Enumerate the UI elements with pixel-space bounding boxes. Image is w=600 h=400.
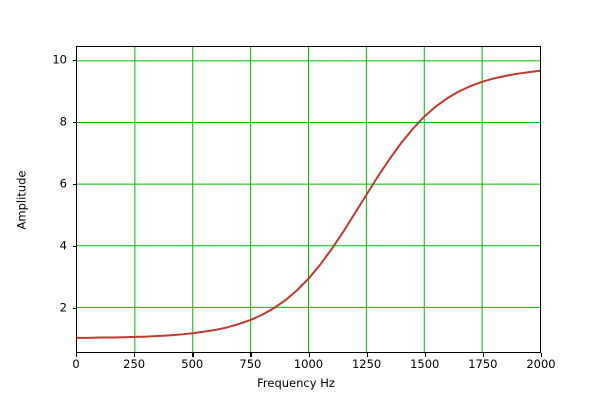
x-tick-label: 2000 <box>526 357 556 371</box>
plot-area <box>76 46 541 353</box>
plot-canvas <box>77 47 540 352</box>
x-tick-mark <box>308 353 310 357</box>
x-tick-label: 1250 <box>351 357 382 371</box>
y-tick-label: 8 <box>59 114 67 129</box>
y-tick-mark <box>72 121 76 124</box>
x-tick-mark <box>482 353 485 357</box>
x-axis-label-text: Frequency Hz <box>257 376 335 390</box>
y-tick-label: 10 <box>52 52 67 67</box>
x-tick-label: 1750 <box>468 357 498 371</box>
x-tick-mark <box>134 353 136 357</box>
gridlines-vertical <box>135 47 482 352</box>
x-tick-mark <box>541 353 543 357</box>
x-tick-mark <box>192 353 194 357</box>
y-tick-mark <box>72 59 76 62</box>
y-tick-label: 6 <box>59 176 67 191</box>
y-tick-mark <box>72 246 76 248</box>
x-tick-mark <box>250 353 252 357</box>
x-tick-label: 0 <box>72 357 80 371</box>
y-axis-label: Amplitude <box>14 46 28 353</box>
x-tick-mark <box>366 353 368 357</box>
y-tick-mark <box>72 308 76 310</box>
x-tick-label: 1000 <box>293 357 324 371</box>
x-tick-label: 1500 <box>410 357 440 371</box>
y-tick-label: 4 <box>59 238 67 253</box>
y-tick-label: 2 <box>59 300 67 315</box>
x-tick-label: 250 <box>123 357 146 371</box>
x-tick-label: 750 <box>239 357 262 371</box>
x-tick-label: 500 <box>181 357 204 371</box>
x-tick-mark <box>424 353 427 357</box>
gridlines-horizontal <box>77 61 540 307</box>
x-tick-mark <box>76 353 78 357</box>
x-axis-label: Frequency Hz <box>0 376 600 390</box>
data-line-amplitude <box>77 71 540 338</box>
y-tick-mark <box>72 183 76 186</box>
y-axis-label-text: Amplitude <box>14 170 28 229</box>
